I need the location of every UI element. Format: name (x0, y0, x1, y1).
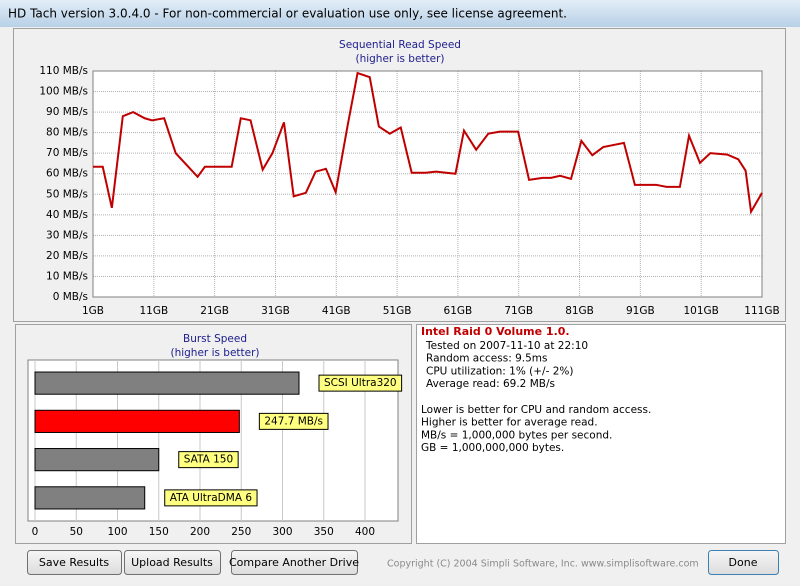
bar-label: ATA UltraDMA 6 (164, 489, 258, 507)
chart-title: Sequential Read Speed (339, 39, 461, 51)
button[interactable]: Done (708, 550, 779, 575)
y-tick-label: 60 MB/s (46, 168, 88, 180)
bar (34, 371, 300, 395)
chart-title: Burst Speed (183, 333, 247, 345)
button-label[interactable]: Done (729, 556, 758, 569)
button-label[interactable]: Save Results (39, 556, 109, 569)
button-face[interactable] (27, 550, 122, 575)
y-tick-label: 0 MB/s (53, 291, 88, 303)
bar-label: 247.7 MB/s (258, 412, 329, 430)
y-tick-label: 80 MB/s (46, 127, 88, 139)
bar-label: SCSI Ultra320 (318, 374, 403, 392)
info-panel (416, 324, 786, 544)
x-tick-label: 100 (107, 526, 127, 538)
x-tick-label: 71GB (504, 305, 533, 317)
x-tick-label: 51GB (383, 305, 412, 317)
drive-name: Intel Raid 0 Volume 1.0. (421, 325, 570, 338)
x-tick-label: 21GB (200, 305, 229, 317)
button[interactable]: Compare Another Drive (229, 550, 359, 575)
button-face[interactable] (708, 550, 779, 575)
y-tick-label: 100 MB/s (39, 86, 88, 98)
button-face[interactable] (124, 550, 221, 575)
content: Sequential Read Speed (higher is better) 0… (27, 39, 780, 575)
plot-frame (92, 70, 763, 298)
x-tick-label: 400 (355, 526, 375, 538)
y-tick-label: 110 MB/s (39, 65, 88, 77)
note-line: Lower is better for CPU and random acces… (421, 404, 651, 416)
note-line: GB = 1,000,000,000 bytes. (421, 442, 564, 454)
x-tick-label: 350 (314, 526, 334, 538)
value-label: 247.7 MB/s (264, 415, 323, 427)
x-tick-label: 11GB (139, 305, 168, 317)
detail-line: CPU utilization: 1% (+/- 2%) (426, 365, 573, 377)
read-speed-line (93, 71, 763, 215)
y-tick-label: 10 MB/s (46, 270, 88, 282)
plot-area (93, 71, 762, 297)
y-tick-label: 70 MB/s (46, 147, 88, 159)
x-tick-label: 200 (190, 526, 210, 538)
category-label: SCSI Ultra320 (324, 377, 397, 389)
title-bar (0, 0, 800, 27)
detail-line: Random access: 9.5ms (426, 353, 547, 365)
bar-label: SATA 150 (178, 451, 239, 469)
chart-subtitle: (higher is better) (355, 53, 444, 65)
note-line: Higher is better for average read. (421, 417, 598, 429)
button[interactable]: Save Results (27, 550, 122, 575)
y-tick-label: 90 MB/s (46, 106, 88, 118)
x-tick-label: 111GB (744, 305, 779, 317)
y-tick-label: 20 MB/s (46, 250, 88, 262)
y-tick-label: 30 MB/s (46, 229, 88, 241)
category-label: ATA UltraDMA 6 (170, 492, 253, 504)
detail-line: Tested on 2007-11-10 at 22:10 (425, 340, 588, 352)
x-tick-label: 0 (32, 526, 39, 538)
x-tick-label: 150 (149, 526, 169, 538)
bar (34, 486, 146, 510)
button-label[interactable]: Compare Another Drive (229, 556, 359, 569)
x-tick-label: 31GB (261, 305, 290, 317)
x-tick-label: 41GB (322, 305, 351, 317)
x-tick-label: 61GB (444, 305, 473, 317)
x-tick-label: 91GB (626, 305, 655, 317)
category-label: SATA 150 (184, 454, 233, 466)
bar (34, 448, 160, 472)
x-tick-label: 81GB (565, 305, 594, 317)
y-tick-label: 40 MB/s (46, 209, 88, 221)
label-box (258, 412, 329, 430)
x-tick-label: 1GB (82, 305, 104, 317)
x-tick-label: 101GB (683, 305, 718, 317)
button-face[interactable] (231, 550, 358, 575)
bar (34, 409, 240, 433)
note-line: MB/s = 1,000,000 bytes per second. (421, 429, 612, 441)
chart-subtitle: (higher is better) (170, 347, 259, 359)
x-tick-label: 50 (70, 526, 83, 538)
button[interactable]: Upload Results (124, 550, 221, 575)
x-tick-label: 250 (231, 526, 251, 538)
label-box (164, 489, 258, 507)
x-tick-label: 300 (272, 526, 292, 538)
detail-line: Average read: 69.2 MB/s (426, 378, 555, 390)
label-box (178, 451, 239, 469)
button-label[interactable]: Upload Results (131, 556, 213, 569)
copyright: Copyright (C) 2004 Simpli Software, Inc.… (387, 559, 699, 570)
label-box (318, 374, 403, 392)
window-title: HD Tach version 3.0.4.0 - For non-commer… (8, 7, 567, 21)
y-tick-label: 50 MB/s (46, 188, 88, 200)
